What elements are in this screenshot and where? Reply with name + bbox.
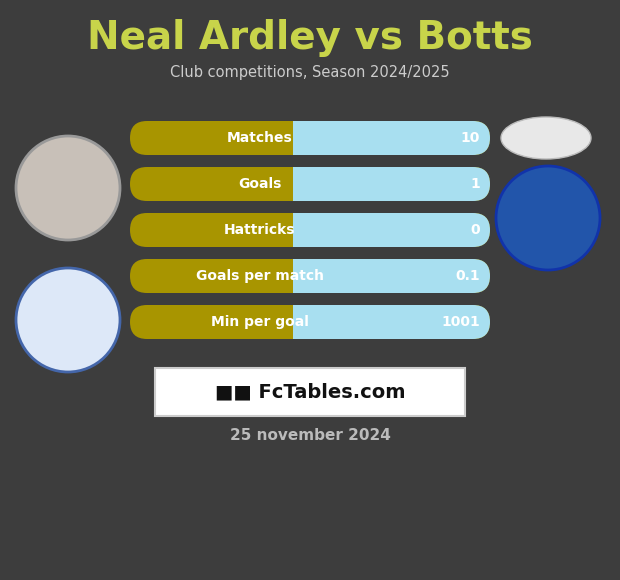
Text: Matches: Matches <box>227 131 293 145</box>
FancyBboxPatch shape <box>130 213 490 247</box>
Text: 0: 0 <box>471 223 480 237</box>
Text: Club competitions, Season 2024/2025: Club competitions, Season 2024/2025 <box>170 64 450 79</box>
FancyBboxPatch shape <box>293 121 310 155</box>
FancyBboxPatch shape <box>130 121 490 155</box>
Circle shape <box>16 136 120 240</box>
Ellipse shape <box>501 117 591 159</box>
FancyBboxPatch shape <box>130 167 490 201</box>
Text: Hattricks: Hattricks <box>224 223 295 237</box>
Text: Min per goal: Min per goal <box>211 315 309 329</box>
Text: 0.1: 0.1 <box>455 269 480 283</box>
FancyBboxPatch shape <box>155 368 465 416</box>
FancyBboxPatch shape <box>293 213 490 247</box>
Text: 25 november 2024: 25 november 2024 <box>229 427 391 443</box>
FancyBboxPatch shape <box>293 305 490 339</box>
FancyBboxPatch shape <box>130 305 490 339</box>
FancyBboxPatch shape <box>293 259 310 293</box>
FancyBboxPatch shape <box>293 259 490 293</box>
Circle shape <box>496 166 600 270</box>
Circle shape <box>16 268 120 372</box>
FancyBboxPatch shape <box>293 167 310 201</box>
FancyBboxPatch shape <box>293 213 310 247</box>
Text: Neal Ardley vs Botts: Neal Ardley vs Botts <box>87 19 533 57</box>
Text: ■■ FcTables.com: ■■ FcTables.com <box>215 382 405 401</box>
Text: Goals: Goals <box>238 177 281 191</box>
FancyBboxPatch shape <box>293 167 490 201</box>
Text: 1001: 1001 <box>441 315 480 329</box>
FancyBboxPatch shape <box>293 305 310 339</box>
Text: Goals per match: Goals per match <box>195 269 324 283</box>
Text: 1: 1 <box>470 177 480 191</box>
FancyBboxPatch shape <box>130 259 490 293</box>
FancyBboxPatch shape <box>293 121 490 155</box>
Text: 10: 10 <box>461 131 480 145</box>
